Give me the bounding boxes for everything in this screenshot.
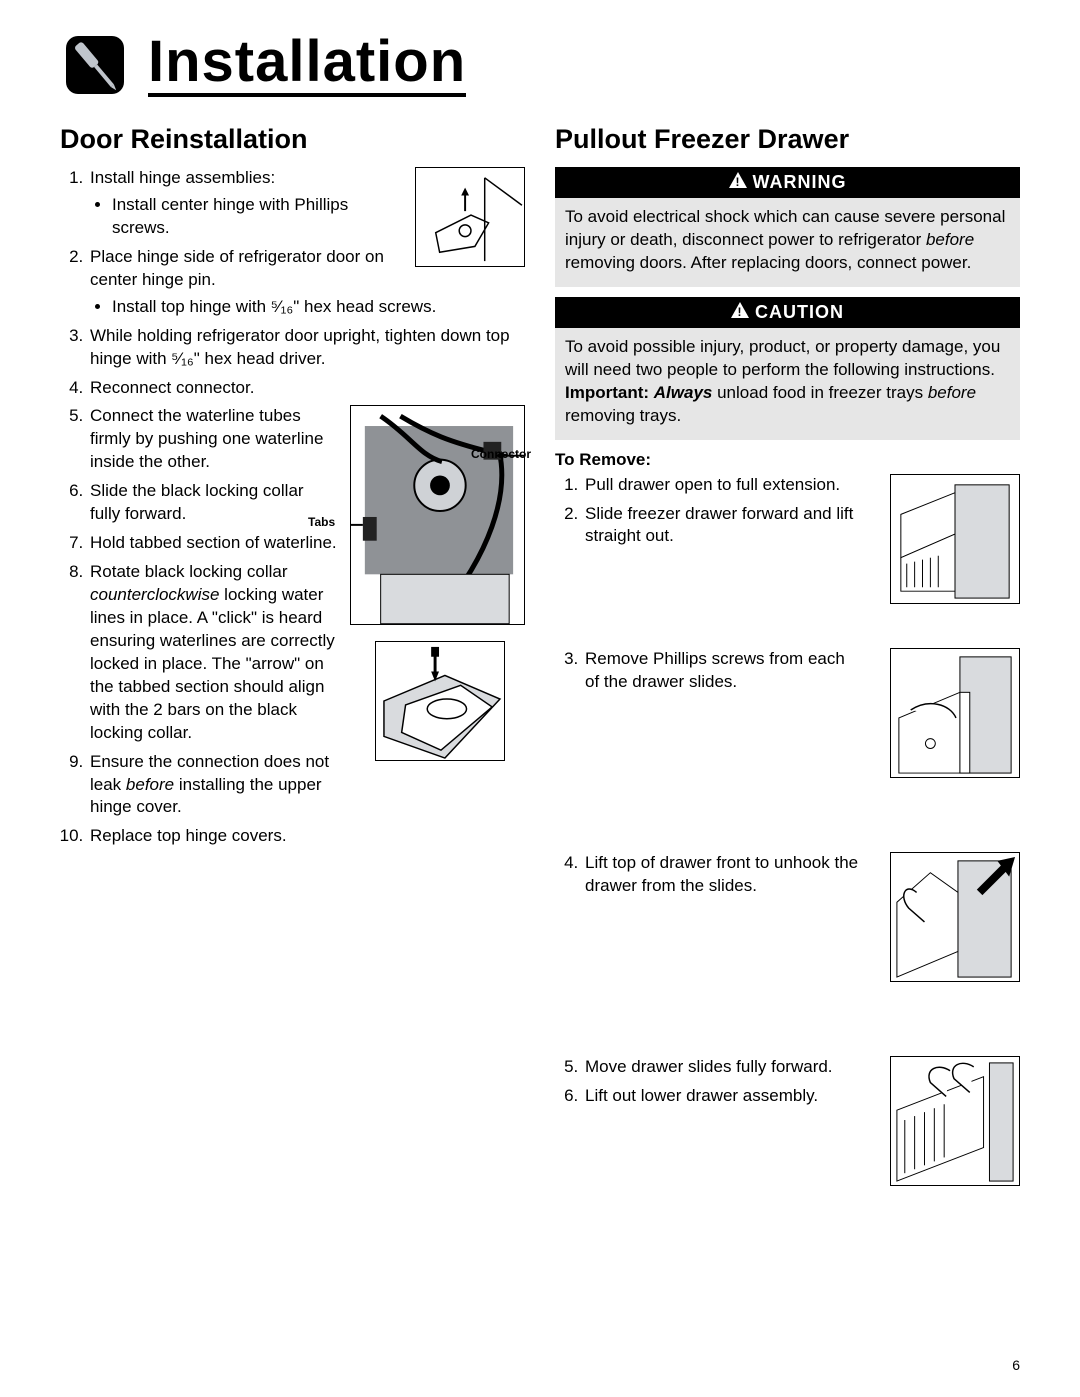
figure-label-connector: Connector xyxy=(471,447,531,461)
warning-label: WARNING xyxy=(753,172,847,193)
door-step-2-bullet-1: Install top hinge with ⁵⁄₁₆" hex head sc… xyxy=(112,296,525,319)
screwdriver-icon xyxy=(60,30,130,100)
figure-drawer-1 xyxy=(890,474,1020,604)
door-step-10: Replace top hinge covers. xyxy=(88,825,525,848)
warning-icon: ! xyxy=(729,172,747,193)
left-column: Door Reinstallation Install hinge assemb… xyxy=(60,124,525,1210)
figure-drawer-3 xyxy=(890,852,1020,982)
figure-drawer-2 xyxy=(890,648,1020,778)
door-step-7: Hold tabbed section of waterline. xyxy=(88,532,338,555)
door-step-4: Reconnect connector. xyxy=(88,377,525,400)
page-header: Installation xyxy=(60,30,1020,100)
drawer-step-4: Lift top of drawer front to unhook the d… xyxy=(583,852,863,898)
drawer-step-6: Lift out lower drawer assembly. xyxy=(583,1085,863,1108)
caution-label: CAUTION xyxy=(755,302,844,323)
warning-body: To avoid electrical shock which can caus… xyxy=(555,198,1020,287)
drawer-step-2: Slide freezer drawer forward and lift st… xyxy=(583,503,863,549)
door-step-3: While holding refrigerator door upright,… xyxy=(88,325,525,371)
svg-text:!: ! xyxy=(738,305,743,318)
section-title-drawer: Pullout Freezer Drawer xyxy=(555,124,1020,155)
door-step-6: Slide the black locking collar fully for… xyxy=(88,480,338,526)
door-step-9: Ensure the connection does not leak befo… xyxy=(88,751,338,820)
drawer-step-5: Move drawer slides fully forward. xyxy=(583,1056,863,1079)
figure-label-tabs: Tabs xyxy=(308,515,335,529)
figure-connector xyxy=(350,405,525,625)
page-title: Installation xyxy=(148,33,466,97)
right-column: Pullout Freezer Drawer ! WARNING To avoi… xyxy=(555,124,1020,1210)
page-number: 6 xyxy=(1012,1357,1020,1373)
door-step-5: Connect the waterline tubes firmly by pu… xyxy=(88,405,338,474)
caution-icon: ! xyxy=(731,302,749,323)
to-remove-heading: To Remove: xyxy=(555,450,1020,470)
svg-text:!: ! xyxy=(735,175,740,188)
drawer-step-1: Pull drawer open to full extension. xyxy=(583,474,863,497)
figure-top-cover xyxy=(375,641,505,761)
warning-bar: ! WARNING xyxy=(555,167,1020,198)
section-title-door: Door Reinstallation xyxy=(60,124,525,155)
caution-bar: ! CAUTION xyxy=(555,297,1020,328)
drawer-step-3: Remove Phillips screws from each of the … xyxy=(583,648,863,694)
figure-drawer-4 xyxy=(890,1056,1020,1186)
figure-hinge xyxy=(415,167,525,267)
caution-body: To avoid possible injury, product, or pr… xyxy=(555,328,1020,440)
door-step-8: Rotate black locking collar counterclock… xyxy=(88,561,338,745)
